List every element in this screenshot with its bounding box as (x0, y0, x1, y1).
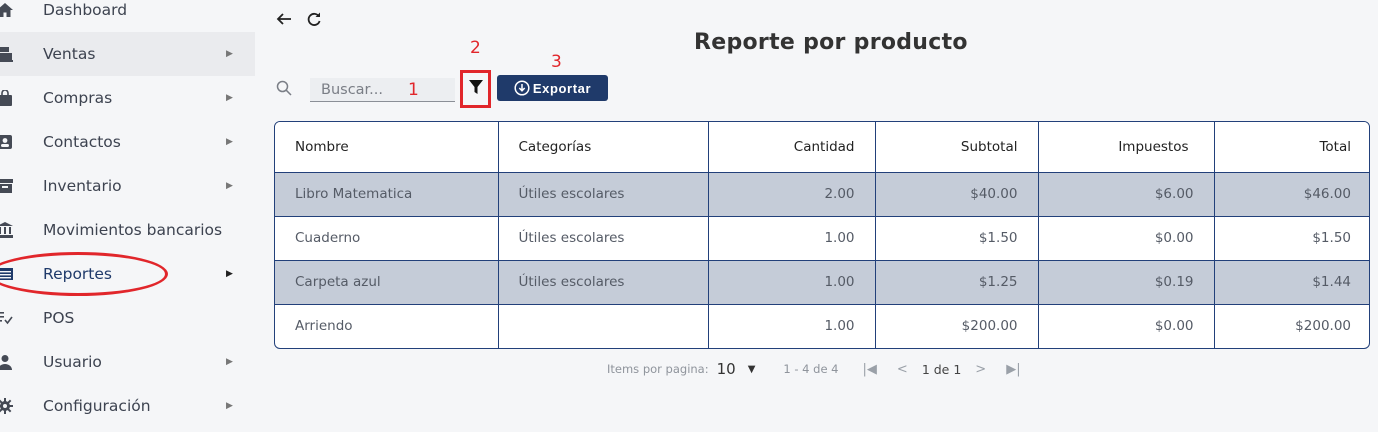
cell-impuestos: $6.00 (1038, 172, 1215, 217)
sidebar-item-label: Contactos (43, 133, 121, 151)
sidebar-item-label: Inventario (43, 177, 122, 195)
cell-nombre: Arriendo (275, 304, 499, 348)
annotation-label-2: 2 (470, 38, 481, 58)
archive-box-icon (0, 177, 14, 195)
sidebar-item-inventario[interactable]: Inventario ▶ (0, 164, 255, 208)
sidebar-item-label: Configuración (43, 397, 151, 415)
cell-total: $1.50 (1214, 216, 1369, 261)
cash-register-icon (0, 45, 14, 63)
cell-subtotal: $40.00 (875, 172, 1039, 217)
shopping-bag-icon (0, 89, 14, 107)
cell-impuestos: $0.00 (1038, 216, 1215, 261)
range-label: 1 - 4 de 4 (783, 362, 839, 376)
download-circle-icon (514, 80, 530, 96)
table-row[interactable]: Arriendo 1.00 $200.00 $0.00 $200.00 (275, 304, 1369, 348)
search-input[interactable] (310, 78, 455, 102)
sidebar-item-label: Ventas (43, 45, 96, 63)
chevron-right-icon: ▶ (226, 49, 233, 59)
caret-down-icon[interactable]: ▼ (747, 363, 756, 375)
cell-nombre: Cuaderno (275, 216, 499, 261)
table-row[interactable]: Carpeta azul Útiles escolares 1.00 $1.25… (275, 260, 1369, 305)
export-button-label: Exportar (532, 80, 592, 96)
sidebar-item-label: Reportes (43, 265, 112, 283)
cell-impuestos: $0.19 (1038, 260, 1215, 305)
cell-total: $46.00 (1214, 172, 1369, 217)
next-page-icon[interactable]: > (975, 361, 987, 377)
list-icon (0, 265, 14, 283)
report-table: Nombre Categorías Cantidad Subtotal Impu… (274, 121, 1370, 349)
cell-categoria: Útiles escolares (498, 172, 709, 217)
pos-icon (0, 309, 14, 327)
items-per-page-label: Items por pagina: (607, 362, 709, 376)
column-header-categorias[interactable]: Categorías (498, 122, 709, 173)
filter-button[interactable] (460, 70, 491, 108)
chevron-right-icon: ▶ (226, 401, 233, 411)
sidebar-item-configuracion[interactable]: Configuración ▶ (0, 384, 255, 428)
sidebar-item-reportes[interactable]: Reportes ▶ (0, 252, 255, 296)
bank-icon (0, 221, 14, 239)
annotation-label-1: 1 (408, 80, 419, 100)
chevron-right-icon: ▶ (226, 137, 233, 147)
sidebar-item-label: Compras (43, 89, 113, 107)
sidebar-item-usuario[interactable]: Usuario ▶ (0, 340, 255, 384)
chevron-right-icon: ▶ (226, 357, 233, 367)
first-page-icon[interactable]: |◀ (862, 361, 877, 377)
cell-cantidad: 1.00 (708, 260, 876, 305)
cell-total: $200.00 (1295, 318, 1351, 335)
user-icon (0, 353, 14, 371)
sidebar-item-label: POS (43, 309, 75, 327)
last-page-icon[interactable]: ▶| (1006, 361, 1021, 377)
column-header-subtotal[interactable]: Subtotal (875, 122, 1039, 173)
home-icon (0, 1, 14, 19)
refresh-icon[interactable] (306, 8, 322, 32)
export-button[interactable]: Exportar (497, 75, 608, 101)
paginator: Items por pagina: 10 ▼ 1 - 4 de 4 |◀ < 1… (607, 360, 1031, 378)
chevron-right-icon: ▶ (226, 269, 233, 279)
sidebar-item-movimientos-bancarios[interactable]: Movimientos bancarios (0, 208, 255, 252)
cell-subtotal: $1.25 (875, 260, 1039, 305)
sidebar-item-label: Movimientos bancarios (43, 221, 223, 239)
contact-card-icon (0, 133, 14, 151)
table-row[interactable]: Cuaderno Útiles escolares 1.00 $1.50 $0.… (275, 216, 1369, 261)
page-label: 1 de 1 (921, 361, 962, 377)
column-header-nombre[interactable]: Nombre (275, 122, 499, 173)
cell-impuestos: $0.00 (1038, 304, 1215, 348)
cell-categoria: Útiles escolares (498, 260, 709, 305)
sidebar-item-ventas[interactable]: Ventas ▶ (0, 32, 255, 76)
page-size-select[interactable]: 10 (716, 360, 736, 378)
cell-subtotal: $200.00 (875, 304, 1039, 348)
chevron-right-icon: ▶ (226, 93, 233, 103)
sidebar-item-label: Dashboard (43, 1, 128, 19)
table-row[interactable]: Libro Matematica Útiles escolares 2.00 $… (275, 172, 1369, 217)
annotation-label-3: 3 (551, 52, 562, 72)
column-header-cantidad[interactable]: Cantidad (708, 122, 876, 173)
cell-total: $1.44 (1214, 260, 1369, 305)
cell-categoria (498, 304, 709, 348)
sidebar-item-dashboard[interactable]: Dashboard (0, 0, 255, 32)
column-header-impuestos[interactable]: Impuestos (1038, 122, 1215, 173)
cell-categoria: Útiles escolares (498, 216, 709, 261)
cell-cantidad: 1.00 (708, 216, 876, 261)
sidebar-item-pos[interactable]: POS (0, 296, 255, 340)
cell-cantidad: 2.00 (708, 172, 876, 217)
search-icon (276, 80, 292, 100)
filter-icon (468, 79, 483, 99)
cell-nombre: Carpeta azul (275, 260, 499, 305)
chevron-right-icon: ▶ (226, 181, 233, 191)
sidebar-item-label: Usuario (43, 353, 102, 371)
column-header-total[interactable]: Total (1214, 122, 1369, 173)
previous-page-icon[interactable]: < (896, 361, 908, 377)
table-header-row: Nombre Categorías Cantidad Subtotal Impu… (275, 122, 1369, 173)
cell-subtotal: $1.50 (875, 216, 1039, 261)
cell-cantidad: 1.00 (708, 304, 876, 348)
page-title: Reporte por producto (694, 30, 968, 55)
gear-icon (0, 397, 14, 415)
back-arrow-icon[interactable] (276, 8, 292, 32)
cell-nombre: Libro Matematica (275, 172, 499, 217)
sidebar: Dashboard Ventas ▶ Compras ▶ Contactos ▶… (0, 0, 255, 432)
sidebar-item-contactos[interactable]: Contactos ▶ (0, 120, 255, 164)
sidebar-item-compras[interactable]: Compras ▶ (0, 76, 255, 120)
